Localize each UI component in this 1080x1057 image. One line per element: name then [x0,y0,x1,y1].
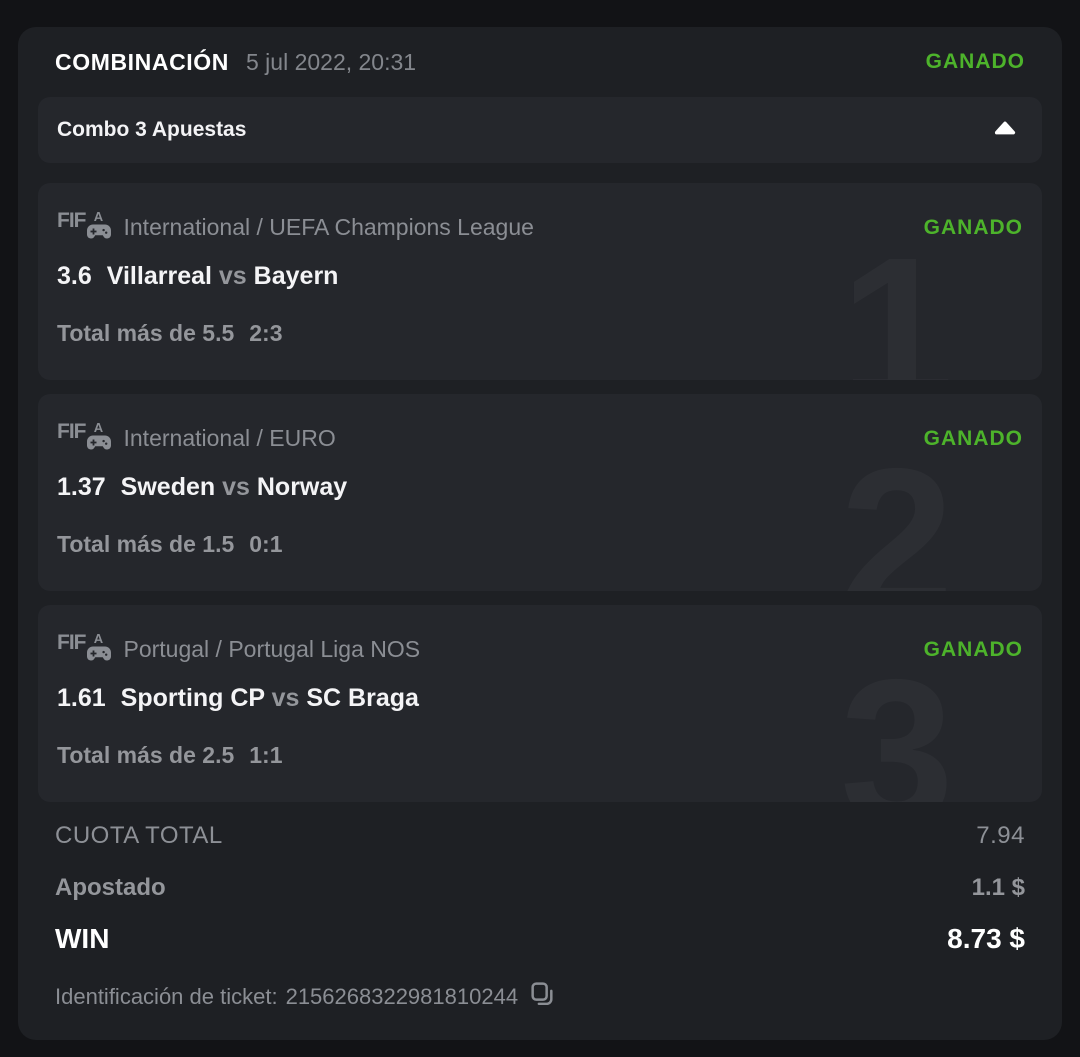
away-team: SC Braga [306,684,419,712]
market-name: Total más de 1.5 [57,531,235,557]
stake-label: Apostado [55,874,166,901]
copy-ticket-id-button[interactable] [530,981,555,1012]
bet-odds: 1.37 [57,473,106,501]
copy-icon [530,981,555,1012]
ticket-type-title: COMBINACIÓN [55,48,229,75]
bet-selection: 3.6 Villarreal vs Bayern [57,262,1023,291]
total-odds-label: CUOTA TOTAL [55,822,223,849]
gamepad-icon [86,223,111,245]
bet-market-row: Total más de 1.5 0:1 [57,531,1023,558]
total-odds-value: 7.94 [976,822,1025,849]
vs-label: vs [271,684,300,712]
ticket-id-row: Identificación de ticket: 21562683229818… [38,981,1042,1012]
win-label: WIN [55,923,110,954]
ticket-header: COMBINACIÓN 5 jul 2022, 20:31 GANADO [38,27,1042,97]
home-team: Sporting CP [120,684,265,712]
bet-leg-header: FIF A International / EURO GAN [57,421,1023,456]
bet-leg-card: 3 FIF A Portugal [38,605,1042,802]
bet-status-badge: GANADO [923,215,1023,239]
fifa-esports-icon: FIF A [57,632,111,667]
league-name: International / EURO [123,425,336,451]
match-score: 2:3 [249,320,283,346]
bet-status-badge: GANADO [923,426,1023,450]
away-team: Norway [256,473,348,501]
bet-market-row: Total más de 2.5 1:1 [57,742,1023,769]
vs-label: vs [218,262,247,290]
bet-leg-header: FIF A Portugal / Portugal Liga NOS [57,632,1023,667]
bet-ticket-card: COMBINACIÓN 5 jul 2022, 20:31 GANADO Com… [18,27,1062,1040]
gamepad-icon [86,645,111,667]
market-name: Total más de 5.5 [57,320,235,346]
league-name: Portugal / Portugal Liga NOS [123,636,421,662]
bet-leg-card: 1 FIF A Internat [38,183,1042,380]
gamepad-icon [86,434,111,456]
bet-leg-header: FIF A International / UEFA Champions [57,210,1023,245]
bet-selection: 1.37 Sweden vs Norway [57,473,1023,502]
bet-selection: 1.61 Sporting CP vs SC Braga [57,684,1023,713]
league-name: International / UEFA Champions League [123,214,534,240]
collapse-toggle[interactable] [994,121,1016,140]
ticket-id-value: 2156268322981810244 [285,983,519,1009]
match-score: 1:1 [249,742,283,768]
ticket-id-label: Identificación de ticket: [55,983,278,1009]
bet-leg-number-watermark: 1 [839,215,954,380]
bet-market-row: Total más de 5.5 2:3 [57,320,1023,347]
total-odds-row: CUOTA TOTAL 7.94 [38,822,1042,850]
away-team: Bayern [253,262,339,290]
bet-odds: 1.61 [57,684,106,712]
bet-status-badge: GANADO [923,637,1023,661]
triangle-up-icon [994,121,1016,140]
bet-odds: 3.6 [57,262,92,290]
win-value: 8.73 $ [947,923,1025,954]
stake-value: 1.1 $ [971,874,1025,901]
market-name: Total más de 2.5 [57,742,235,768]
fifa-esports-icon: FIF A [57,210,111,245]
fifa-esports-icon: FIF A [57,421,111,456]
bet-leg-card: 2 FIF A Internat [38,394,1042,591]
home-team: Sweden [120,473,216,501]
combo-collapse-bar[interactable]: Combo 3 Apuestas [38,97,1042,163]
win-row: WIN 8.73 $ [38,923,1042,955]
vs-label: vs [222,473,250,501]
stake-row: Apostado 1.1 $ [38,874,1042,902]
home-team: Villarreal [106,262,212,290]
ticket-status-badge: GANADO [925,50,1025,73]
bet-leg-number-watermark: 3 [839,637,954,802]
bet-leg-number-watermark: 2 [839,426,954,591]
match-score: 0:1 [249,531,283,557]
combo-label: Combo 3 Apuestas [57,118,247,141]
ticket-datetime: 5 jul 2022, 20:31 [245,48,417,75]
